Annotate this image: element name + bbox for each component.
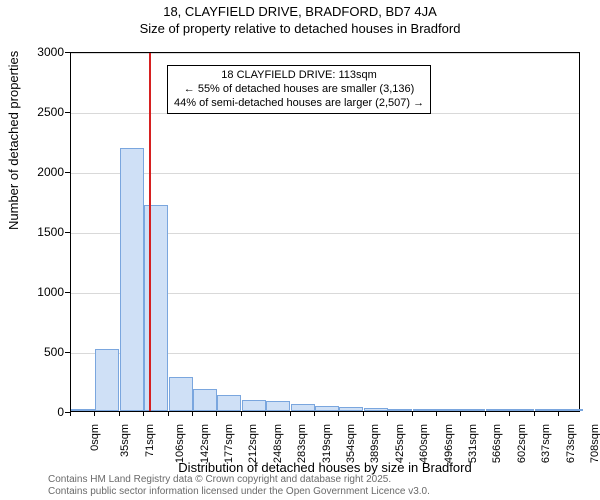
histogram-bar [486,409,510,411]
x-tick-label: 708sqm [589,424,600,463]
x-tick-label: 496sqm [443,424,455,463]
histogram-bar [169,377,193,411]
y-tick-label: 3000 [37,45,64,59]
histogram-bar [120,148,144,411]
chart-plot-area: 18 CLAYFIELD DRIVE: 113sqm ← 55% of deta… [70,52,580,412]
histogram-bar [413,409,437,411]
x-tick-label: 35sqm [119,424,131,457]
y-tick-label: 1000 [37,285,64,299]
histogram-bar [71,409,95,411]
footer-attribution: Contains HM Land Registry data © Crown c… [48,474,430,498]
histogram-bar [193,389,217,411]
x-tick-label: 319sqm [321,424,333,463]
x-tick-label: 602sqm [516,424,528,463]
histogram-bar [339,407,363,411]
x-tick-label: 283sqm [296,424,308,463]
footer-line2: Contains public sector information licen… [48,486,430,498]
histogram-bar [144,205,168,411]
x-tick-label: 142sqm [199,424,211,463]
chart-title-main: 18, CLAYFIELD DRIVE, BRADFORD, BD7 4JA [0,4,600,19]
x-tick-label: 212sqm [247,424,259,463]
histogram-bar [217,395,241,411]
histogram-bar [95,349,119,411]
x-axis-label: Distribution of detached houses by size … [70,460,580,475]
chart-title-sub: Size of property relative to detached ho… [0,21,600,36]
histogram-bar [510,409,534,411]
x-tick-label: 71sqm [144,424,156,457]
annotation-box: 18 CLAYFIELD DRIVE: 113sqm ← 55% of deta… [167,65,431,114]
x-tick-label: 248sqm [272,424,284,463]
histogram-bar [364,408,388,411]
histogram-bar [266,401,290,411]
histogram-bar [535,409,559,411]
histogram-bar [388,409,412,411]
x-axis-ticks: 0sqm 35sqm 71sqm 106sqm 142sqm 177sqm 212sqm 24… [70,412,580,460]
x-tick-label: 637sqm [540,424,552,463]
y-tick-label: 500 [44,345,64,359]
plot-surface: 18 CLAYFIELD DRIVE: 113sqm ← 55% of deta… [71,53,579,411]
annotation-line2: ← 55% of detached houses are smaller (3,… [174,83,424,97]
x-tick-label: 354sqm [345,424,357,463]
footer-line1: Contains HM Land Registry data © Crown c… [48,474,430,486]
histogram-bar [461,409,485,411]
histogram-bar [242,400,266,411]
y-tick-label: 0 [57,405,64,419]
x-tick-label: 425sqm [394,424,406,463]
y-tick-label: 2000 [37,165,64,179]
x-tick-label: 460sqm [418,424,430,463]
y-tick-label: 1500 [37,225,64,239]
x-tick-label: 673sqm [565,424,577,463]
histogram-bar [315,406,339,411]
x-tick-label: 566sqm [491,424,503,463]
annotation-line1: 18 CLAYFIELD DRIVE: 113sqm [174,69,424,83]
histogram-bar [437,409,461,411]
y-axis-ticks: 050010001500200025003000 [0,52,70,412]
reference-vline [149,53,151,411]
title-block: 18, CLAYFIELD DRIVE, BRADFORD, BD7 4JA S… [0,0,600,36]
histogram-bar [291,404,315,411]
x-tick-label: 0sqm [89,424,101,451]
annotation-line3: 44% of semi-detached houses are larger (… [174,97,424,111]
x-tick-label: 177sqm [223,424,235,463]
x-tick-label: 106sqm [174,424,186,463]
histogram-bar [559,409,583,411]
x-tick-label: 531sqm [467,424,479,463]
y-tick-label: 2500 [37,105,64,119]
x-tick-label: 389sqm [369,424,381,463]
